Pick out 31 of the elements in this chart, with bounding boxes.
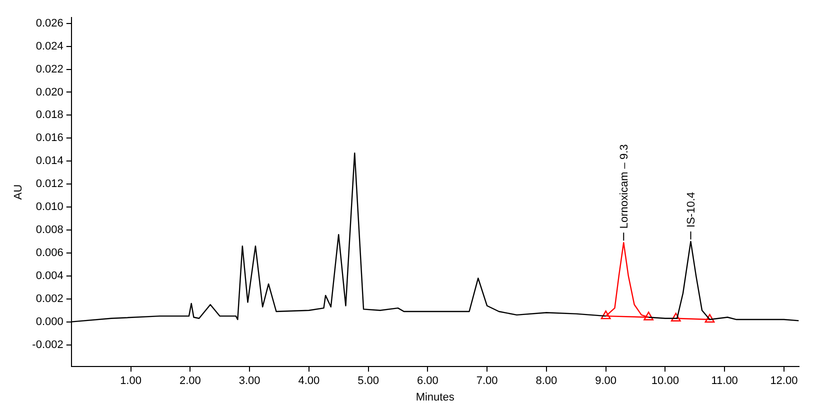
x-tick-label: 10.00 [651, 375, 679, 388]
y-tick-label: 0.022 [36, 63, 64, 76]
y-axis-title: AU [12, 184, 25, 200]
y-tick-label: -0.002 [32, 338, 64, 351]
x-tick-label: 9.00 [595, 375, 617, 388]
annotation: IS-10.4 [686, 192, 698, 228]
x-axis-title: Minutes [416, 391, 455, 404]
x-tick-label: 7.00 [476, 375, 498, 388]
y-tick-label: 0.018 [36, 109, 64, 122]
x-tick-label: 12.00 [770, 375, 798, 388]
y-tick-label: 0.026 [36, 17, 64, 30]
x-tick-label: 2.00 [179, 375, 201, 388]
x-tick-label: 4.00 [298, 375, 320, 388]
y-tick-label: 0.010 [36, 201, 64, 214]
x-tick-label: 8.00 [536, 375, 558, 388]
y-tick-label: 0.024 [36, 40, 64, 52]
y-tick-label: 0.000 [36, 316, 64, 328]
x-tick-label: 3.00 [238, 375, 260, 388]
y-tick-label: 0.006 [36, 246, 64, 259]
x-tick-label: 11.00 [711, 375, 738, 388]
y-tick-label: 0.004 [36, 270, 64, 282]
annotation: Lornoxicam – 9.3 [618, 144, 631, 229]
x-tick-label: 5.00 [358, 375, 380, 388]
x-tick-label: 1.00 [120, 375, 142, 388]
y-tick-label: 0.002 [36, 292, 64, 305]
x-tick-label: 6.00 [416, 375, 438, 388]
y-tick-label: 0.014 [36, 155, 64, 168]
y-tick-label: 0.020 [36, 86, 64, 98]
y-tick-label: 0.012 [36, 178, 64, 190]
y-tick-label: 0.008 [36, 224, 64, 236]
y-tick-label: 0.016 [36, 132, 64, 144]
